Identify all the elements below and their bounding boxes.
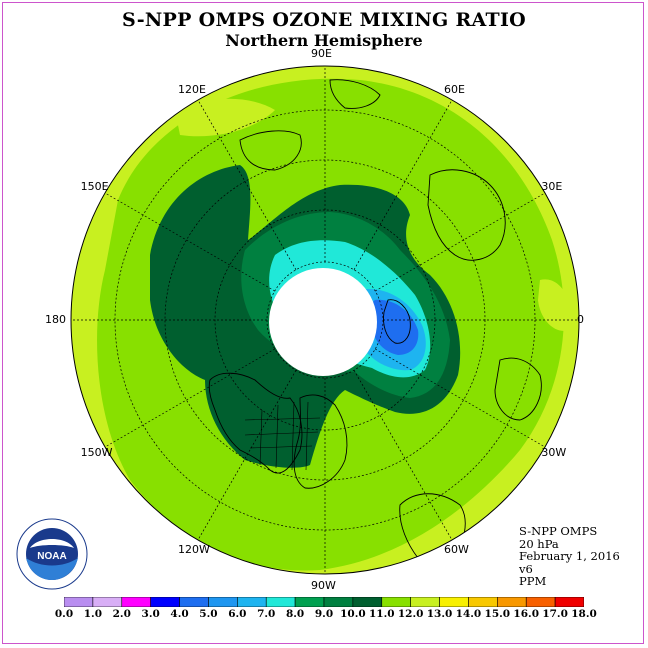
colorbar-tick-label: 17.0 [542,608,568,620]
version-label: v6 [519,561,533,576]
meridian-line [375,348,546,448]
colorbar-swatch [237,597,267,607]
colorbar-swatch [352,597,383,607]
noaa-logo-text: NOAA [37,551,66,562]
ozone-fill-core [369,299,419,355]
colorbar-tick-label: 1.0 [83,608,103,620]
colorbar-swatch [179,597,209,607]
colorbar-tick-label: 0.0 [54,608,74,620]
meridian-line [104,348,275,448]
colorbar-tick-label: 5.0 [199,608,218,620]
polar-night-no-data [269,268,377,376]
meridian-line [197,99,297,270]
noaa-logo: NOAA [16,518,88,590]
longitude-label: 180 [45,313,66,326]
colorbar-swatch [439,597,469,607]
map-boundary [70,65,580,575]
colorbar-tick-label: 4.0 [170,608,189,620]
colorbar-tick-label: 2.0 [112,608,131,620]
meridian-line [353,99,453,270]
colorbar-swatch [554,597,584,607]
colorbar-swatch [468,597,498,607]
colorbar-swatch [64,597,94,607]
colorbar-swatch [208,597,238,607]
units-label: PPM [519,574,547,589]
date-label: February 1, 2016 [519,549,620,564]
colorbar-swatch [525,597,556,607]
ozone-fill-midlat-patch2 [538,279,571,331]
colorbar-tick-label: 9.0 [314,608,334,620]
longitude-label: 30E [541,180,563,193]
instrument-label: S-NPP OMPS [519,524,598,538]
chart-title: S-NPP OMPS OZONE MIXING RATIO [121,9,527,31]
colorbar-tick-label: 12.0 [397,608,424,620]
meridian-line [197,370,297,541]
meridian-line [104,192,275,292]
us-state-lines [244,401,321,471]
colorbar-tick-label: 18.0 [571,608,597,620]
colorbar-tick-label: 14.0 [455,608,482,620]
colorbar-swatch [121,597,151,607]
colorbar-tick-label: 13.0 [426,608,453,620]
longitude-label: 60E [444,82,465,96]
longitude-label: 30W [541,446,567,459]
meridian-line [353,370,453,541]
longitude-label: 90E [311,47,332,60]
meridian-line [375,192,546,292]
colorbar-tick-label: 7.0 [257,608,276,620]
coastlines [208,79,542,568]
colorbar-tick-label: 15.0 [484,608,511,620]
colorbar-swatch [497,597,527,607]
pressure-label: 20 hPa [519,536,559,551]
colorbar-tick-label: 8.0 [285,608,305,620]
colorbar-tick-label: 3.0 [141,608,160,620]
longitude-label: 120E [178,82,206,96]
longitude-label: 120W [178,543,210,557]
longitude-label: 150E [80,180,109,193]
colorbar-swatch [381,597,411,607]
colorbar-swatch [265,597,296,607]
colorbar-tick-label: 10.0 [340,608,366,620]
longitude-label: 60W [444,543,469,557]
colorbar-tick-label: 6.0 [228,608,247,620]
colorbar-swatch [294,597,325,607]
colorbar-swatch [410,597,440,607]
colorbar [64,597,584,607]
chart-subtitle: Northern Hemisphere [225,31,423,50]
info-block: S-NPP OMPS 20 hPa February 1, 2016 v6 PP… [519,525,620,588]
meridians [71,66,579,574]
ozone-fill-midlat-patch [175,98,275,137]
longitude-label: 150W [80,446,113,459]
longitude-label: 90W [311,579,336,592]
colorbar-tick-label: 11.0 [368,608,395,620]
longitude-label: 0 [577,313,584,326]
colorbar-tick-label: 16.0 [513,608,539,620]
colorbar-swatch [150,597,180,607]
colorbar-swatch [92,597,123,607]
colorbar-swatch [323,597,354,607]
